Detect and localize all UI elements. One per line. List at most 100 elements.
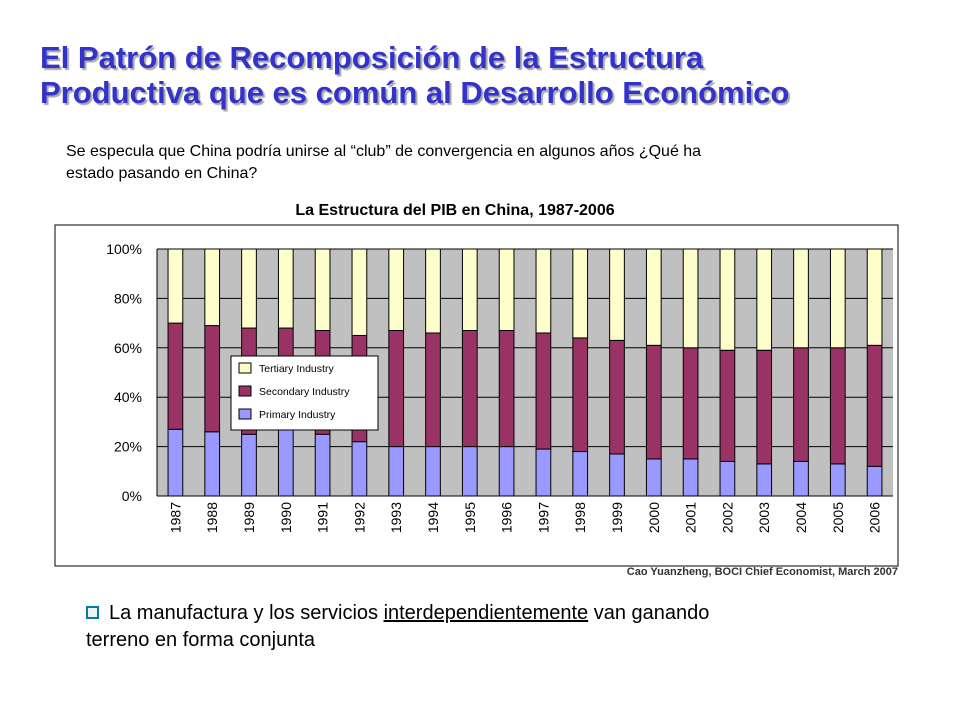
slide-title-line-2: Productiva que es común al Desarrollo Ec… (40, 75, 790, 110)
x-tick-label-1991: 1991 (315, 502, 331, 533)
legend-label-tertiary-industry: Tertiary Industry (259, 363, 334, 375)
bar-primary-industry-2002 (719, 460, 736, 497)
bar-tertiary-industry-1997 (535, 248, 552, 334)
y-tick-label: 100% (106, 241, 142, 257)
x-tick-label-1996: 1996 (499, 502, 515, 533)
bar-tertiary-industry-1992 (351, 248, 368, 336)
bar-primary-industry-1996 (498, 446, 515, 497)
bar-primary-industry-2006 (866, 465, 883, 497)
y-tick-label: 20% (114, 439, 142, 455)
bar-secondary-industry-2001 (682, 347, 699, 460)
bar-primary-industry-1999 (609, 453, 625, 497)
bar-tertiary-industry-1998 (572, 248, 589, 339)
bar-tertiary-industry-2000 (645, 248, 662, 346)
bar-secondary-industry-1997 (535, 332, 552, 450)
bar-primary-industry-1992 (351, 441, 368, 497)
x-tick-label-1988: 1988 (204, 502, 220, 533)
source-citation: Cao Yuanzheng, BOCI Chief Economist, Mar… (626, 566, 898, 578)
x-tick-label-1998: 1998 (572, 502, 588, 533)
x-tick-label-1993: 1993 (388, 502, 404, 533)
bar-tertiary-industry-1994 (425, 248, 441, 334)
bar-tertiary-industry-2004 (793, 248, 809, 349)
bar-secondary-industry-2002 (719, 349, 736, 462)
bar-secondary-industry-1988 (204, 325, 221, 433)
legend-swatch-primary-industry (238, 408, 252, 420)
x-tick-label-2006: 2006 (867, 502, 883, 533)
x-tick-label-1992: 1992 (351, 502, 367, 533)
bar-secondary-industry-1998 (572, 337, 589, 453)
bar-secondary-industry-2006 (866, 344, 883, 467)
bar-tertiary-industry-1988 (204, 248, 221, 327)
y-tick-label: 80% (114, 290, 142, 306)
bar-tertiary-industry-1995 (461, 248, 478, 332)
bar-tertiary-industry-1987 (167, 248, 184, 324)
bar-primary-industry-1989 (241, 433, 257, 497)
slide-title: El Patrón de Recomposición de la Estruct… (40, 40, 940, 110)
slide-title-line-1: El Patrón de Recomposición de la Estruct… (40, 40, 704, 75)
bar-primary-industry-1998 (572, 451, 589, 497)
bar-secondary-industry-1995 (461, 330, 478, 448)
bar-primary-industry-1991 (314, 433, 331, 497)
y-tick-label: 40% (114, 389, 142, 405)
bar-primary-industry-1993 (388, 446, 405, 497)
y-tick-label: 0% (122, 488, 142, 504)
x-tick-label-2000: 2000 (646, 502, 662, 533)
bar-tertiary-industry-1990 (277, 248, 294, 329)
legend-label-secondary-industry: Secondary Industry (259, 386, 350, 398)
bar-tertiary-industry-1991 (314, 248, 331, 332)
x-tick-label-2001: 2001 (683, 502, 699, 533)
legend-label-primary-industry: Primary Industry (259, 409, 336, 421)
bar-tertiary-industry-2006 (866, 248, 883, 346)
bar-primary-industry-1995 (461, 446, 478, 497)
bar-secondary-industry-2005 (829, 347, 846, 465)
bar-tertiary-industry-2002 (719, 248, 736, 351)
x-tick-label-2004: 2004 (793, 502, 809, 533)
bar-primary-industry-2001 (682, 458, 699, 497)
bar-secondary-industry-2000 (645, 344, 662, 460)
intro-line-2: estado pasando en China? (66, 165, 258, 182)
legend-box (230, 355, 379, 431)
bullet-text-underlined: interdependientemente (383, 602, 589, 624)
legend-swatch-secondary-industry (238, 385, 252, 397)
bullet-point: La manufactura y los servicios interdepe… (86, 600, 866, 654)
x-tick-label-2005: 2005 (830, 502, 846, 533)
x-tick-label-1997: 1997 (535, 502, 551, 533)
x-tick-label-1990: 1990 (278, 502, 294, 533)
bullet-text-line-2: terreno en forma conjunta (86, 629, 316, 651)
bar-tertiary-industry-2005 (829, 248, 846, 349)
bar-tertiary-industry-1989 (241, 248, 257, 329)
bar-tertiary-industry-1999 (609, 248, 625, 341)
bar-secondary-industry-1999 (609, 339, 625, 455)
intro-line-1: Se especula que China podría unirse al “… (66, 143, 702, 160)
bar-secondary-industry-1993 (388, 330, 405, 448)
bar-tertiary-industry-1996 (498, 248, 515, 332)
x-tick-label-2002: 2002 (719, 502, 735, 533)
bar-secondary-industry-1996 (498, 330, 515, 448)
x-tick-label-1995: 1995 (462, 502, 478, 533)
bar-tertiary-industry-2003 (756, 248, 773, 351)
bullet-text-end: van ganando (588, 602, 710, 624)
bar-primary-industry-1997 (535, 448, 552, 497)
bar-primary-industry-2004 (793, 460, 809, 497)
bar-primary-industry-1988 (204, 431, 221, 497)
x-tick-label-1989: 1989 (241, 502, 257, 533)
bar-primary-industry-2003 (756, 463, 773, 497)
bar-secondary-industry-1987 (167, 322, 184, 430)
bar-primary-industry-1994 (425, 446, 441, 497)
x-tick-label-1994: 1994 (425, 502, 441, 533)
bullet-checkbox-icon (86, 606, 99, 619)
bar-primary-industry-2005 (829, 463, 846, 497)
bar-secondary-industry-2004 (793, 347, 809, 462)
bar-primary-industry-1987 (167, 428, 184, 497)
chart-title: La Estructura del PIB en China, 1987-200… (295, 202, 615, 219)
x-tick-label-1999: 1999 (609, 502, 625, 533)
intro-text: Se especula que China podría unirse al “… (66, 141, 846, 185)
y-tick-label: 60% (114, 340, 142, 356)
bar-tertiary-industry-2001 (682, 248, 699, 349)
x-tick-label-2003: 2003 (756, 502, 772, 533)
x-tick-label-1987: 1987 (167, 502, 183, 533)
bar-primary-industry-1990 (277, 428, 294, 497)
legend-swatch-tertiary-industry (238, 362, 252, 374)
bar-secondary-industry-1994 (425, 332, 441, 448)
